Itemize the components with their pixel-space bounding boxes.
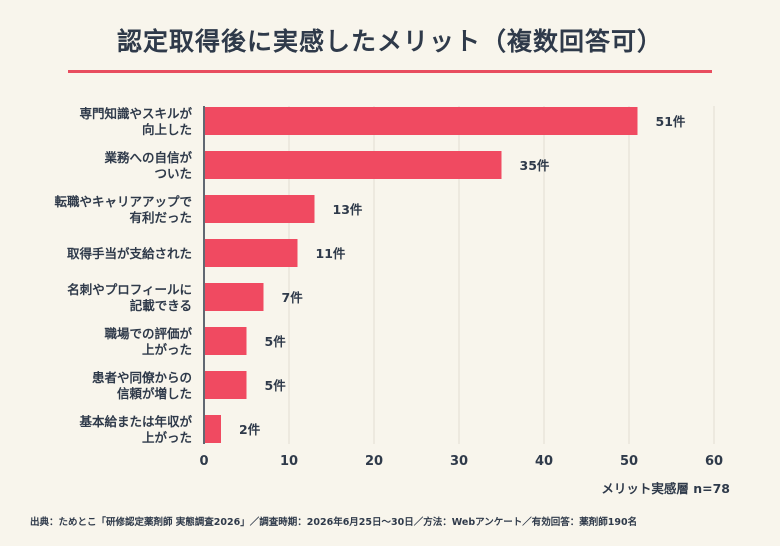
- category-labels: 専門知識やスキルが向上した業務への自信がついた転職やキャリアアップで有利だった取…: [54, 106, 192, 445]
- category-label: 取得手当が支給された: [67, 246, 192, 261]
- bar: [205, 415, 221, 443]
- bar: [205, 151, 502, 179]
- value-label: 51件: [656, 114, 686, 129]
- bar: [205, 107, 638, 135]
- category-label: 専門知識やスキルが向上した: [79, 106, 192, 137]
- value-label: 2件: [239, 422, 261, 437]
- source-note: 出典：ためとこ「研修認定薬剤師 実態調査2026」／調査時期：2026年6月25…: [30, 517, 638, 528]
- x-tick-label: 10: [280, 454, 298, 469]
- value-label: 7件: [282, 290, 304, 305]
- bars: [205, 107, 638, 443]
- value-label: 5件: [265, 334, 287, 349]
- category-label: 職場での評価が上がった: [104, 326, 192, 357]
- title-underline: [68, 70, 712, 73]
- x-tick-label: 0: [199, 454, 208, 469]
- bar: [205, 283, 264, 311]
- x-tick-label: 20: [365, 454, 383, 469]
- chart-title: 認定取得後に実感したメリット（複数回答可）: [116, 27, 663, 56]
- x-tick-label: 50: [620, 454, 638, 469]
- category-label: 基本給または年収が上がった: [78, 414, 192, 445]
- value-labels: 51件 35件 13件 11件 7件 5件 5件 2件: [239, 114, 686, 437]
- category-label: 名刺やプロフィールに記載できる: [67, 282, 192, 313]
- value-label: 35件: [520, 158, 550, 173]
- x-tick-label: 60: [705, 454, 723, 469]
- value-label: 11件: [316, 246, 346, 261]
- category-label: 転職やキャリアアップで有利だった: [54, 194, 192, 225]
- bar: [205, 371, 247, 399]
- bar: [205, 327, 247, 355]
- value-label: 13件: [333, 202, 363, 217]
- x-axis-label: メリット実感層 n=78: [601, 481, 730, 496]
- value-label: 5件: [265, 378, 287, 393]
- bar: [205, 195, 315, 223]
- x-tick-labels: 0 10 20 30 40 50 60: [199, 454, 723, 469]
- bar: [205, 239, 298, 267]
- category-label: 患者や同僚からの信頼が増した: [92, 370, 192, 401]
- bar-chart: 専門知識やスキルが向上した業務への自信がついた転職やキャリアアップで有利だった取…: [54, 106, 723, 469]
- x-tick-label: 30: [450, 454, 468, 469]
- x-tick-label: 40: [535, 454, 553, 469]
- category-label: 業務への自信がついた: [103, 150, 192, 181]
